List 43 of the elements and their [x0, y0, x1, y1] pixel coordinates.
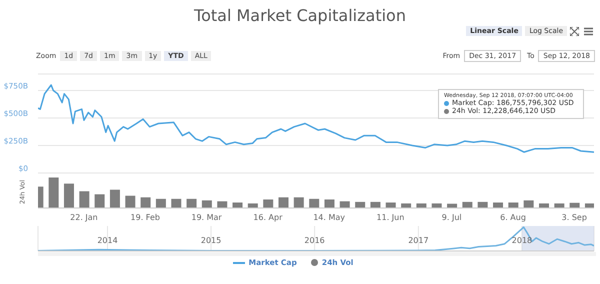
bar	[462, 202, 472, 208]
bar	[110, 190, 120, 208]
bar	[309, 198, 320, 208]
bar	[493, 202, 504, 208]
x-tick-label: 2016	[304, 236, 325, 245]
bar	[217, 201, 228, 208]
bar	[232, 202, 243, 208]
bar	[478, 202, 488, 208]
x-tick-label: 19. Feb	[130, 213, 160, 222]
x-tick-label: 14. May	[313, 213, 346, 222]
bar	[186, 198, 197, 208]
bar	[447, 204, 458, 208]
x-tick-label: 2014	[97, 236, 118, 245]
bar	[278, 197, 289, 208]
bar	[508, 202, 518, 208]
bar	[156, 198, 166, 208]
x-tick-label: 3. Sep	[562, 213, 587, 222]
x-tick-label: 2018	[512, 236, 532, 245]
x-tick-label: 9. Jul	[442, 213, 462, 222]
bar	[294, 197, 304, 208]
bar	[370, 202, 380, 208]
bar	[125, 196, 136, 208]
bar	[386, 202, 396, 208]
chart-title: Total Market Capitalization	[193, 6, 407, 25]
bar	[524, 200, 534, 208]
bar	[48, 178, 59, 208]
bar	[324, 199, 334, 208]
x-tick-label: 11. Jun	[376, 213, 404, 222]
bar	[355, 202, 366, 208]
bar	[140, 197, 151, 208]
x-tick-label: 16. Apr	[253, 213, 284, 222]
x-tick-label: 2017	[408, 236, 429, 245]
x-tick-label: 6. Aug	[500, 213, 526, 222]
bar	[171, 198, 182, 208]
x-tick-label: 19. Mar	[191, 213, 222, 222]
bar	[94, 194, 105, 208]
bar	[79, 191, 90, 208]
bar	[202, 200, 212, 208]
x-tick-label: 2015	[200, 236, 222, 245]
bar	[64, 184, 74, 208]
bar	[340, 201, 350, 208]
bar	[263, 199, 274, 208]
x-tick-label: 22. Jan	[70, 213, 98, 222]
